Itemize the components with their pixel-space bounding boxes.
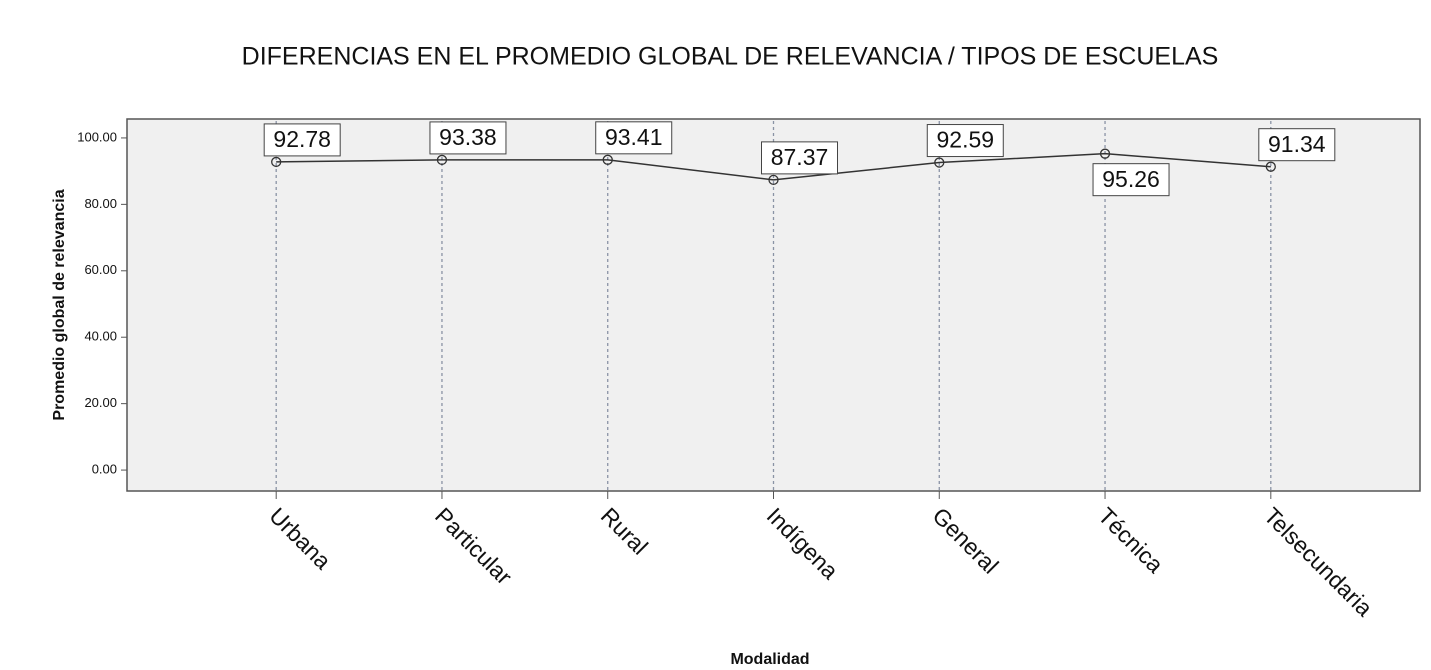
x-tick-label: Indígena <box>762 502 844 584</box>
x-tick-label: Particular <box>430 502 517 589</box>
value-label-box <box>1092 163 1170 197</box>
value-label-box <box>761 141 838 175</box>
x-tick-label: Rural <box>596 502 653 559</box>
value-label: 91.34 <box>1268 131 1326 157</box>
y-tick-label: 20.00 <box>84 395 117 410</box>
line <box>276 152 1271 181</box>
point <box>436 154 448 166</box>
point <box>768 174 779 186</box>
chart-title: DIFERENCIAS EN EL PROMEDIO GLOBAL DE REL… <box>242 43 1219 71</box>
y-tick-label: 40.00 <box>84 329 117 344</box>
value-label: 95.26 <box>1102 166 1160 192</box>
point <box>1265 161 1276 172</box>
y-tick-label: 80.00 <box>84 196 117 211</box>
y-tick-label: 100.00 <box>77 129 117 144</box>
value-label-box <box>926 124 1004 158</box>
point <box>934 157 945 168</box>
value-label: 92.78 <box>273 126 331 152</box>
y-axis-label: Promedio global de relevancia <box>51 189 68 420</box>
x-tick-label: Urbana <box>264 502 336 574</box>
value-label: 92.59 <box>936 127 994 153</box>
x-tick-label: Técnica <box>1093 502 1168 577</box>
value-label-box <box>263 123 341 157</box>
y-tick-label: 0.00 <box>92 462 117 477</box>
y-tick-label: 60.00 <box>84 262 117 277</box>
value-label-box <box>595 121 673 155</box>
point <box>1099 148 1111 159</box>
point <box>602 154 613 165</box>
value-label: 93.38 <box>439 124 497 150</box>
x-tick-label: Telsecundaria <box>1259 502 1378 621</box>
value-label: 87.37 <box>771 144 829 170</box>
value-label-box <box>429 121 507 155</box>
x-axis-label: Modalidad <box>730 651 809 668</box>
point <box>271 156 282 168</box>
x-tick-label: General <box>927 502 1003 578</box>
value-label-box <box>1258 128 1336 162</box>
value-label: 93.41 <box>605 124 663 150</box>
